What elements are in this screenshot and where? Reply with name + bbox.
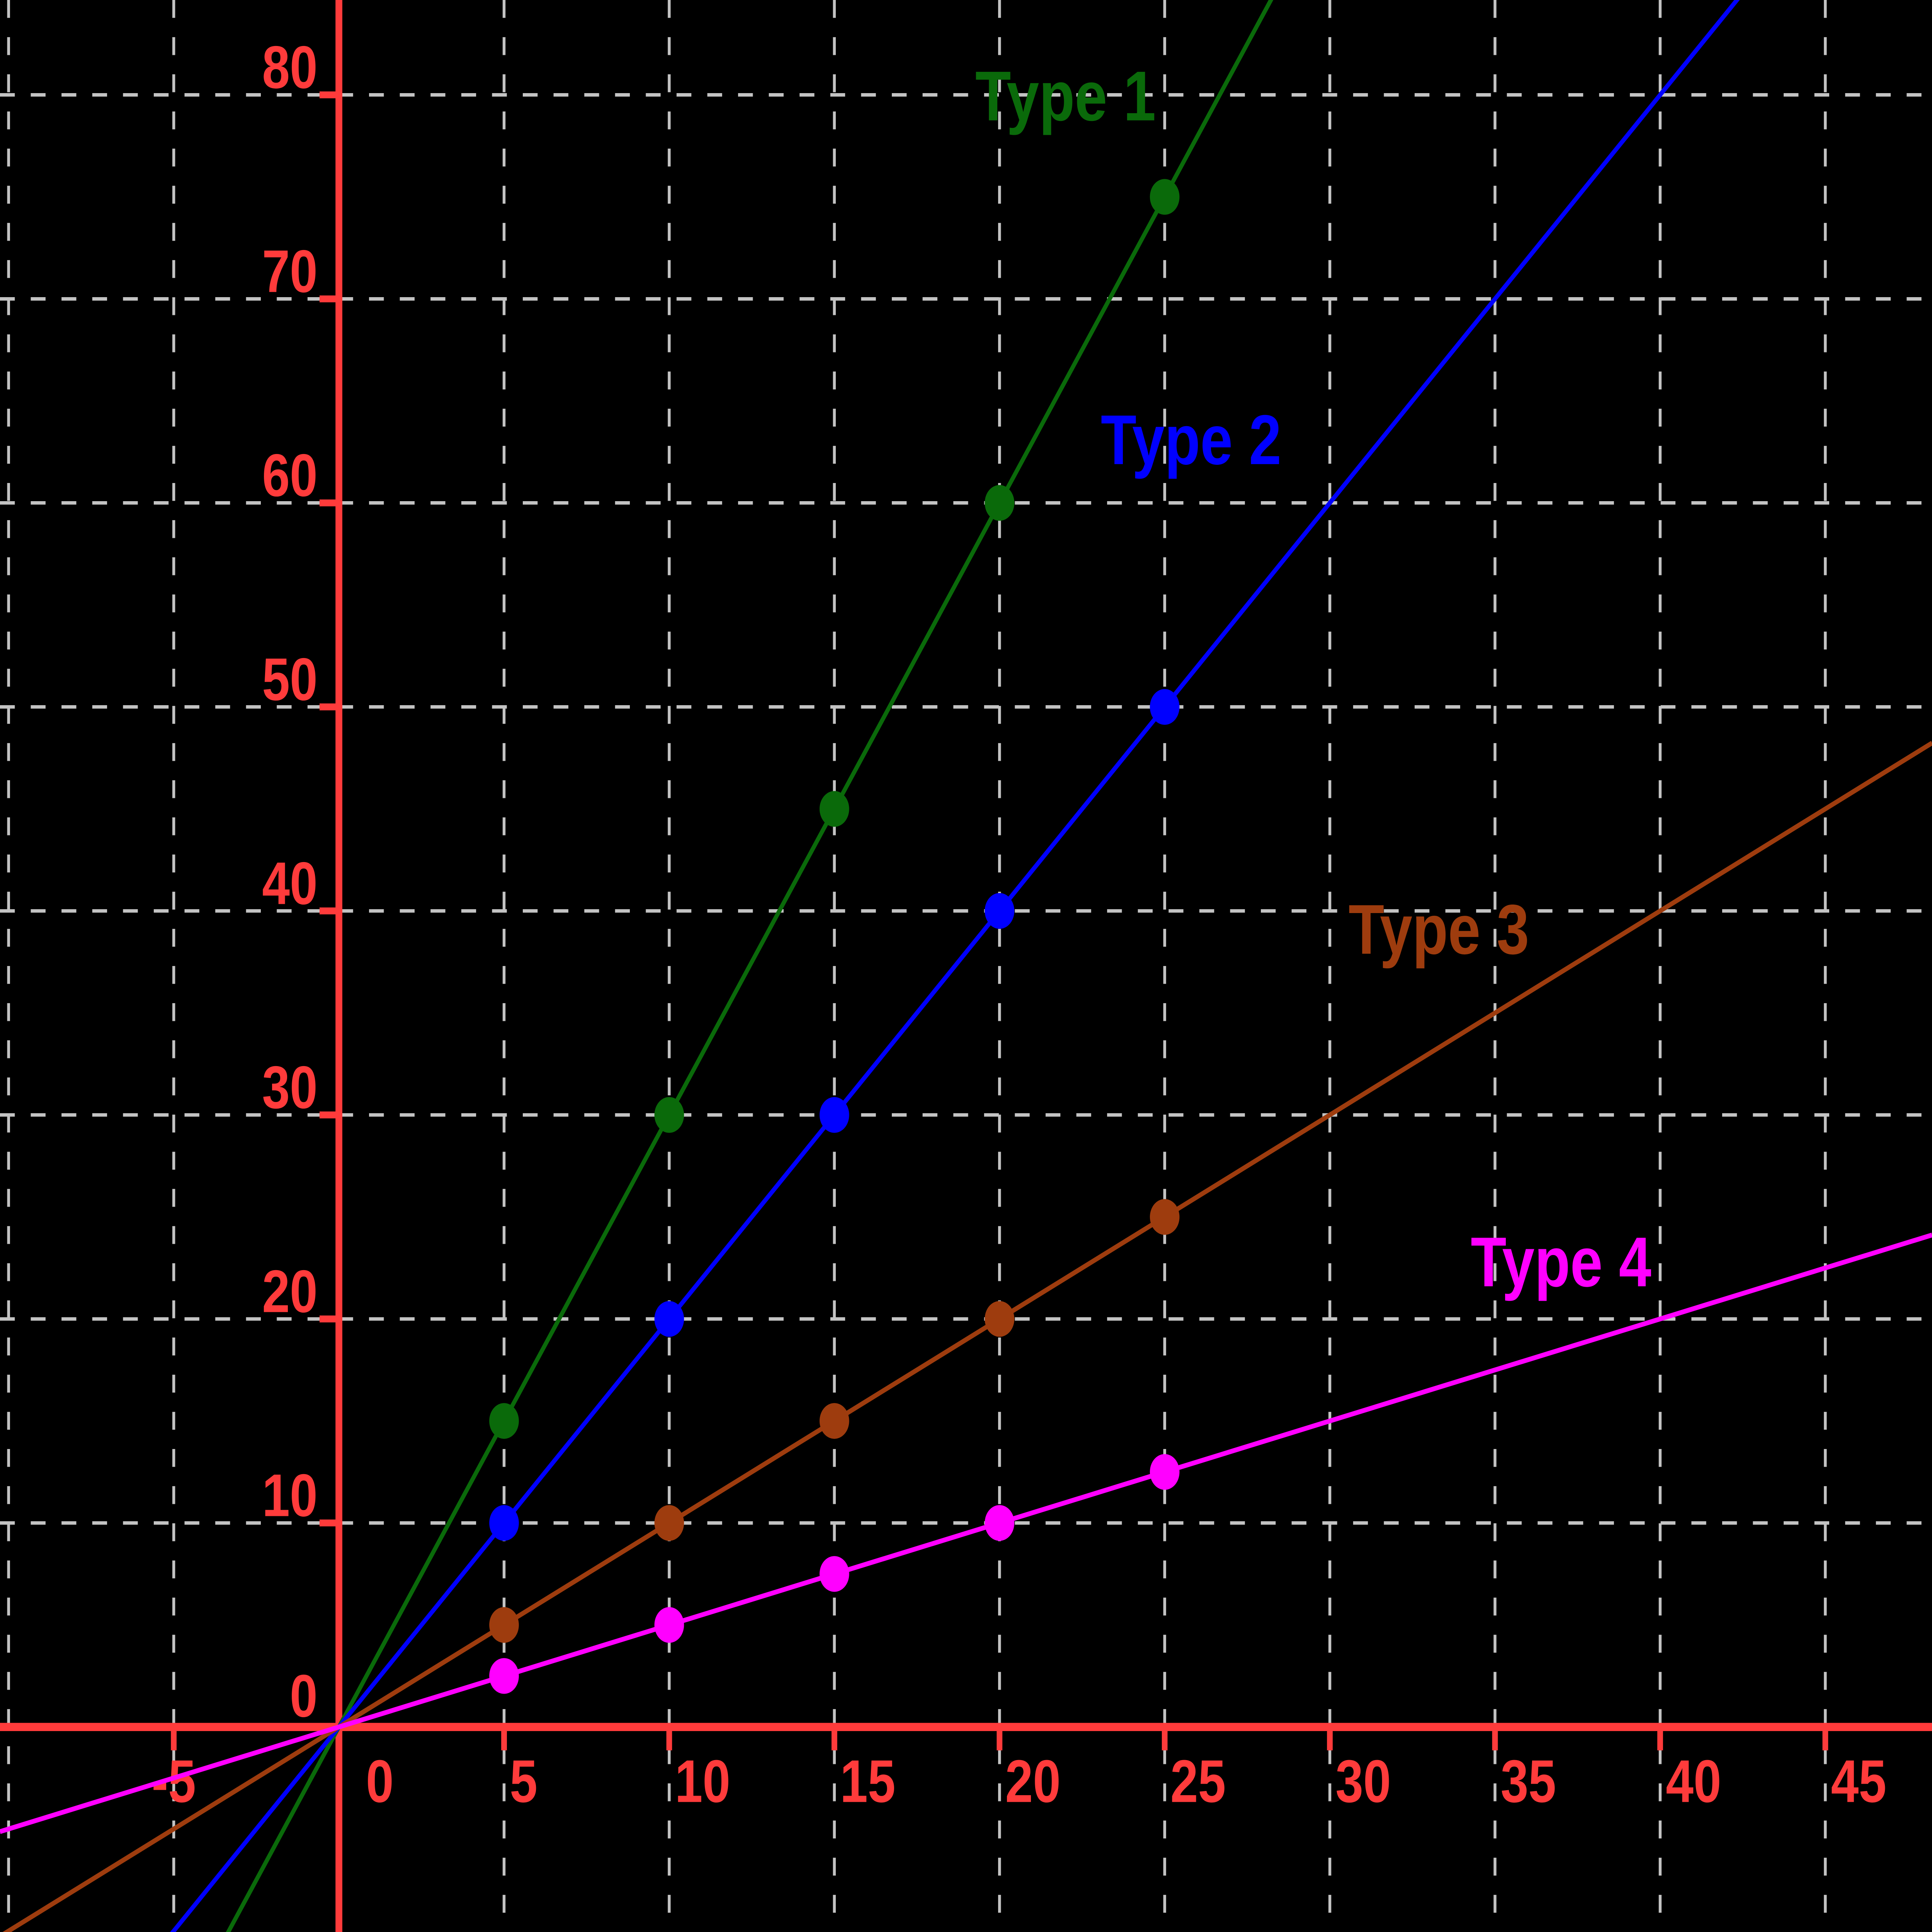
y-tick-label: 0 — [290, 1663, 318, 1730]
y-tick-label: 70 — [262, 238, 317, 305]
series-label-type-1: Type 1 — [975, 56, 1156, 136]
data-point-type-4 — [489, 1658, 519, 1694]
series-label-type-3: Type 3 — [1349, 890, 1529, 969]
y-tick-label: 30 — [262, 1054, 317, 1121]
x-tick-label: 30 — [1335, 1748, 1391, 1815]
series-label-type-2: Type 2 — [1101, 400, 1281, 480]
data-point-type-3 — [654, 1505, 684, 1541]
series-label-type-4: Type 4 — [1471, 1222, 1651, 1301]
x-tick-label: 20 — [1005, 1748, 1061, 1815]
y-tick-label: 50 — [262, 646, 317, 713]
y-tick-label: 40 — [262, 850, 317, 917]
data-point-type-1 — [820, 791, 849, 827]
data-point-type-2 — [820, 1097, 849, 1133]
data-point-type-4 — [985, 1505, 1015, 1541]
data-point-type-1 — [654, 1097, 684, 1133]
data-point-type-2 — [654, 1301, 684, 1337]
x-tick-label: 10 — [675, 1748, 730, 1815]
data-point-type-4 — [820, 1556, 849, 1592]
data-point-type-2 — [489, 1505, 519, 1541]
data-point-type-3 — [820, 1403, 849, 1439]
x-tick-label: 25 — [1170, 1748, 1226, 1815]
data-point-type-2 — [985, 893, 1015, 929]
series-line-type-3 — [2, 741, 1932, 1932]
x-tick-label: 45 — [1831, 1748, 1886, 1815]
y-tick-label: 80 — [262, 34, 317, 101]
data-point-type-1 — [985, 485, 1015, 521]
data-point-type-1 — [489, 1403, 519, 1439]
y-tick-label: 60 — [262, 442, 317, 509]
data-point-type-2 — [1150, 689, 1180, 725]
x-tick-label: 40 — [1666, 1748, 1721, 1815]
y-tick-label: 10 — [262, 1462, 317, 1529]
data-point-type-3 — [489, 1607, 519, 1643]
x-tick-label: 35 — [1501, 1748, 1556, 1815]
data-point-type-3 — [1150, 1199, 1180, 1235]
data-point-type-1 — [1150, 179, 1180, 215]
x-tick-label: 15 — [840, 1748, 895, 1815]
x-tick-label: 5 — [510, 1748, 537, 1815]
data-point-type-4 — [654, 1607, 684, 1643]
data-point-type-4 — [1150, 1454, 1180, 1490]
series-line-type-4 — [0, 1233, 1932, 1834]
x-tick-label: 0 — [366, 1748, 394, 1815]
data-point-type-3 — [985, 1301, 1015, 1337]
y-tick-label: 20 — [262, 1258, 317, 1325]
